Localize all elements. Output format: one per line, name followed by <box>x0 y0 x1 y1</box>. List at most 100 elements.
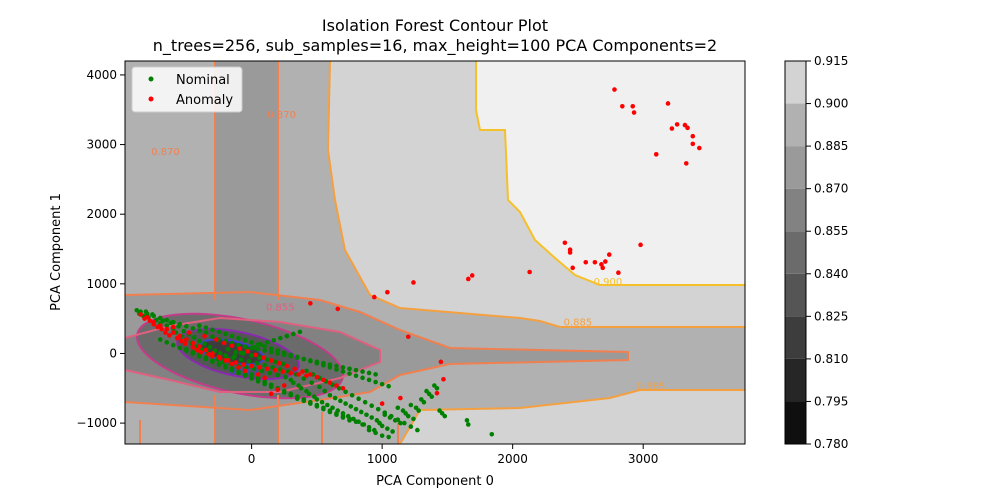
nominal-point <box>288 352 294 358</box>
nominal-point <box>257 355 262 360</box>
anomaly-point <box>236 365 241 370</box>
nominal-point <box>164 317 170 323</box>
colorbar-segment <box>785 358 806 402</box>
nominal-point <box>190 351 196 356</box>
anomaly-point <box>284 363 290 369</box>
nominal-point <box>322 388 328 394</box>
nominal-point <box>258 342 264 347</box>
nominal-point <box>343 401 348 406</box>
anomaly-point <box>620 103 625 109</box>
nominal-point <box>262 363 267 368</box>
nominal-point <box>177 321 183 327</box>
anomaly-point <box>194 347 200 353</box>
anomaly-point <box>253 352 258 358</box>
chart-title: Isolation Forest Contour Plot <box>322 16 548 35</box>
nominal-point <box>340 369 346 374</box>
nominal-point <box>390 429 395 434</box>
anomaly-point <box>159 326 164 332</box>
anomaly-point <box>379 401 385 406</box>
anomaly-point <box>314 374 320 380</box>
nominal-point <box>353 373 359 379</box>
x-tick-label: 1000 <box>367 452 398 466</box>
nominal-point <box>236 370 241 376</box>
anomaly-point <box>210 351 215 356</box>
anomaly-point <box>216 354 222 360</box>
colorbar-tick-label: 0.810 <box>814 352 848 366</box>
anomaly-point <box>276 360 282 366</box>
anomaly-point <box>203 347 209 353</box>
anomaly-point <box>197 344 202 349</box>
nominal-point <box>184 324 189 329</box>
anomaly-point <box>631 110 637 115</box>
nominal-point <box>421 399 427 405</box>
colorbar-segment <box>785 401 806 444</box>
nominal-point <box>388 413 394 419</box>
nominal-point <box>216 362 222 367</box>
nominal-point <box>317 384 322 390</box>
nominal-point <box>366 370 372 376</box>
nominal-point <box>369 415 374 420</box>
anomaly-point <box>190 344 196 350</box>
anomaly-point <box>296 372 301 377</box>
nominal-point <box>281 350 287 356</box>
colorbar-tick-label: 0.870 <box>814 182 848 196</box>
nominal-point <box>360 375 365 381</box>
anomaly-point <box>177 333 183 339</box>
nominal-point <box>408 402 414 408</box>
legend-nominal-marker <box>148 76 154 82</box>
y-tick-label: 1000 <box>86 277 117 291</box>
nominal-point <box>164 323 170 328</box>
anomaly-point <box>144 314 150 320</box>
nominal-point <box>395 405 401 411</box>
nominal-point <box>262 379 267 384</box>
anomaly-point <box>469 273 475 278</box>
anomaly-point <box>241 362 247 367</box>
anomaly-point <box>147 318 153 324</box>
nominal-point <box>309 380 314 386</box>
nominal-point <box>267 370 273 376</box>
anomaly-point <box>321 377 326 383</box>
y-tick-label: 3000 <box>86 138 117 152</box>
contour-label: 0.870 <box>267 110 296 121</box>
nominal-point <box>304 368 309 374</box>
anomaly-point <box>157 323 163 328</box>
nominal-point <box>334 363 339 369</box>
nominal-point <box>429 394 435 399</box>
nominal-point <box>362 399 368 405</box>
y-axis-ticks: −1000 0 1000 2000 3000 4000 <box>76 68 125 430</box>
colorbar-tick-label: 0.915 <box>814 54 848 68</box>
anomaly-point <box>202 333 207 339</box>
anomaly-point <box>606 252 612 257</box>
colorbar-frame <box>784 60 807 445</box>
legend-anomaly-marker <box>148 96 154 102</box>
nominal-point <box>255 375 261 381</box>
nominal-point <box>275 348 281 353</box>
nominal-point <box>271 337 277 343</box>
anomaly-point <box>255 372 261 377</box>
x-tick-label: 0 <box>248 452 256 466</box>
contour-label: 0.855 <box>266 302 295 313</box>
anomaly-point <box>268 391 274 397</box>
nominal-point <box>197 338 202 344</box>
anomaly-point <box>138 312 143 317</box>
nominal-point <box>268 346 274 351</box>
nominal-point <box>249 340 254 345</box>
colorbar: 0.780 0.795 0.810 0.825 0.840 0.855 0.870 0.885… <box>784 54 848 451</box>
nominal-point <box>358 409 364 415</box>
nominal-point <box>268 349 274 355</box>
nominal-point <box>238 350 244 356</box>
anomaly-point <box>405 334 411 340</box>
nominal-point <box>314 397 320 402</box>
nominal-point <box>382 410 388 415</box>
nominal-point <box>353 406 359 412</box>
anomaly-point <box>178 338 184 344</box>
nominal-point <box>343 389 348 395</box>
legend-anomaly-label: Anomaly <box>176 93 233 108</box>
nominal-point <box>415 427 420 433</box>
x-tick-label: 3000 <box>628 452 659 466</box>
anomaly-point <box>184 337 189 342</box>
anomaly-point <box>257 365 262 370</box>
anomaly-point <box>638 242 643 248</box>
nominal-point <box>338 398 343 404</box>
nominal-point <box>373 430 378 436</box>
